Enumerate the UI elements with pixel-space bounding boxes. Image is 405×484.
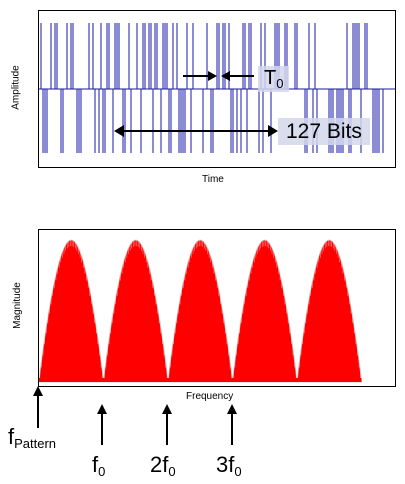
2f0-marker-label: 2f0 (150, 452, 176, 479)
3f0-marker-label: 3f0 (216, 452, 242, 479)
t0-callout: T0 (258, 66, 290, 92)
f0-marker-label: f0 (92, 452, 106, 479)
spectrum-lobe-5 (296, 239, 362, 383)
spectrum-lobe-4 (232, 239, 298, 383)
frequency-axis-label: Frequency (186, 391, 234, 402)
bits-callout: 127 Bits (278, 118, 370, 145)
2f0-arrowhead (162, 404, 172, 414)
spectrum-lobe-2 (103, 239, 169, 383)
time-domain-plot (38, 10, 396, 168)
magnitude-axis-label: Magnitude (11, 282, 23, 329)
amplitude-axis-label: Amplitude (10, 65, 22, 110)
frequency-spectrum-plot (38, 229, 396, 387)
spectrum-lobes (39, 237, 362, 383)
fpattern-arrowhead (33, 386, 43, 396)
t0-label: T (264, 67, 277, 89)
spectrum-lobe-1 (39, 239, 104, 383)
3f0-arrowhead (227, 404, 237, 414)
t0-subscript: 0 (276, 76, 284, 91)
f0-arrowhead (97, 404, 107, 414)
fpattern-marker-label: fPattern (8, 424, 57, 451)
time-axis-label: Time (202, 174, 224, 185)
spectrum-lobe-3 (167, 239, 233, 383)
spectrum-floor (39, 378, 362, 382)
